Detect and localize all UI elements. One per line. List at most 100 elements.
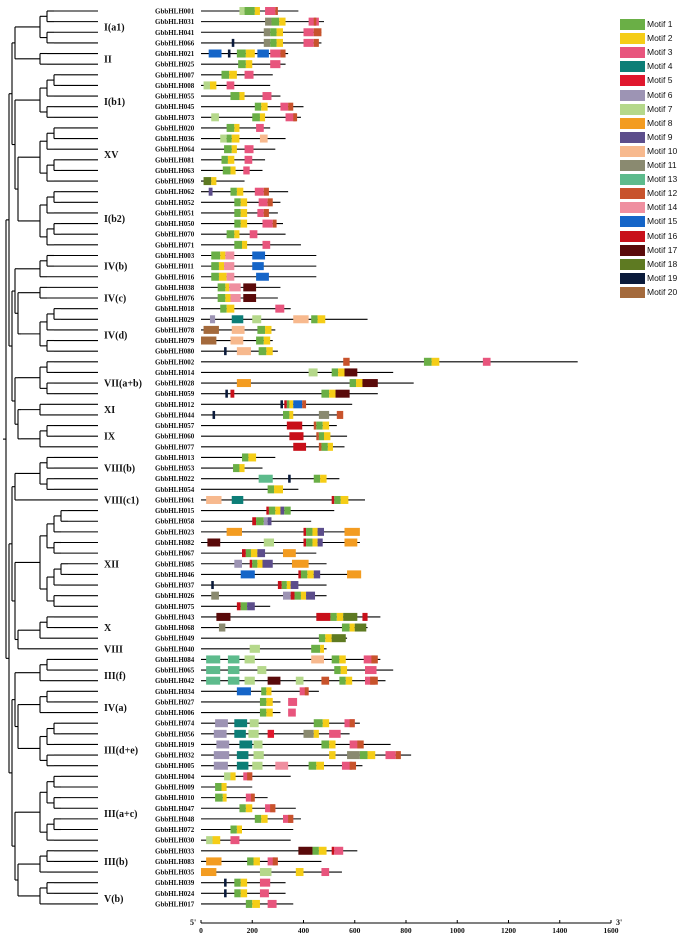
legend-item: Motif 4	[620, 60, 684, 73]
gene-label: GbbHLH021	[155, 50, 195, 58]
motif-box	[209, 315, 216, 324]
motif-box	[253, 751, 264, 760]
gene-label: GbbHLH032	[155, 752, 195, 760]
motif-box	[206, 857, 222, 866]
motif-box	[215, 793, 223, 802]
gene-label: GbbHLH066	[155, 39, 195, 47]
motif-box	[267, 899, 277, 908]
gene-label: GbbHLH079	[155, 337, 195, 345]
motif-box	[289, 432, 304, 441]
motif-box	[280, 506, 285, 515]
gene-row	[201, 38, 322, 47]
gene-label: GbbHLH034	[155, 688, 195, 696]
motif-box	[266, 506, 269, 515]
motif-box	[320, 644, 324, 653]
motif-box	[283, 549, 296, 558]
motif-box	[256, 517, 264, 526]
motif-box	[284, 400, 287, 409]
motif-box	[263, 208, 269, 217]
gene-row	[201, 857, 322, 866]
legend-label: Motif 18	[647, 258, 678, 269]
motif-box	[321, 868, 330, 877]
gene-label: GbbHLH082	[155, 539, 195, 547]
motif-box	[293, 400, 303, 409]
motif-box	[339, 676, 346, 685]
motif-box	[230, 336, 244, 345]
motif-box	[220, 134, 227, 143]
motif-box	[221, 782, 227, 791]
gene-label: GbbHLH001	[155, 8, 195, 16]
clade-label: II	[104, 54, 112, 65]
motif-box	[288, 814, 294, 823]
motif-box	[313, 729, 319, 738]
gene-label: GbbHLH044	[155, 411, 195, 419]
motif-box	[249, 230, 258, 239]
motif-box	[307, 570, 314, 579]
gene-label: GbbHLH070	[155, 231, 195, 239]
gene-label: GbbHLH046	[155, 571, 195, 579]
clade-label: XII	[104, 559, 119, 570]
clade-label: IV(d)	[104, 331, 127, 342]
gene-row	[201, 453, 276, 462]
motif-box	[267, 676, 281, 685]
motif-box	[213, 751, 230, 760]
clade-label: IV(b)	[104, 262, 127, 273]
legend-label: Motif 4	[647, 61, 673, 72]
motif-box	[236, 187, 244, 196]
axis-tick-label: 1600	[604, 926, 619, 935]
motif-box	[230, 836, 240, 845]
gene-row	[201, 623, 368, 632]
gene-row	[201, 538, 360, 547]
motif-box	[245, 60, 253, 69]
motif-box	[259, 113, 266, 122]
motif-box	[231, 325, 245, 334]
gene-label: GbbHLH003	[155, 252, 195, 260]
motif-box	[293, 315, 309, 324]
motif-box	[299, 687, 309, 696]
motif-box	[267, 857, 276, 866]
motif-box	[226, 527, 242, 536]
motif-box	[266, 708, 273, 717]
motif-box	[327, 442, 333, 451]
motif-box	[234, 719, 248, 728]
gene-row	[201, 155, 266, 164]
legend-swatch	[620, 216, 645, 228]
gene-label: GbbHLH018	[155, 305, 195, 313]
motif-box	[212, 836, 221, 845]
motif-box	[266, 697, 273, 706]
motif-box	[286, 581, 291, 590]
motif-box	[208, 187, 213, 196]
motif-box	[321, 676, 330, 685]
motif-box	[239, 92, 245, 101]
motif-box	[242, 240, 248, 249]
motif-box	[285, 113, 296, 122]
motif-box	[224, 772, 231, 781]
motif-box	[234, 729, 246, 738]
motif-box	[318, 442, 322, 451]
motif-box	[256, 123, 264, 132]
gene-label: GbbHLH049	[155, 635, 195, 643]
gene-row	[201, 442, 345, 451]
motif-box	[234, 878, 241, 887]
motif-box	[221, 70, 230, 79]
legend-label: Motif 1	[647, 19, 673, 29]
gene-label: GbbHLH077	[155, 443, 195, 451]
motif-box	[306, 527, 313, 536]
gene-label: GbbHLH060	[155, 433, 195, 441]
gene-label: GbbHLH024	[155, 890, 195, 898]
motif-box	[257, 549, 266, 558]
gene-row	[201, 549, 317, 558]
gene-label: GbbHLH043	[155, 613, 195, 621]
legend-swatch	[620, 89, 645, 101]
motif-box	[357, 740, 364, 749]
motif-box	[225, 283, 230, 292]
motif-box	[294, 591, 301, 600]
motif-box	[263, 517, 268, 526]
legend-item: Motif 18	[620, 258, 684, 271]
motif-box	[230, 825, 237, 834]
gene-label: GbbHLH074	[155, 720, 195, 728]
gene-row	[201, 240, 301, 249]
legend-swatch	[620, 103, 645, 115]
clade-label: XI	[104, 405, 115, 416]
motif-box	[259, 697, 267, 706]
